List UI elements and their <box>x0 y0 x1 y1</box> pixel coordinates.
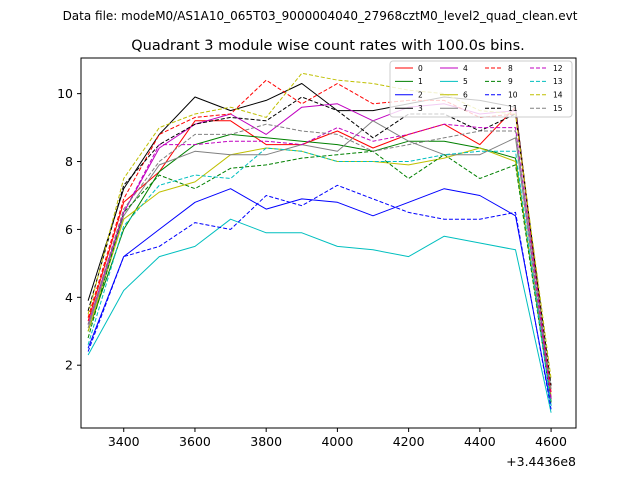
series-line-7 <box>87 120 552 403</box>
chart-title: Quadrant 3 module wise count rates with … <box>131 38 525 54</box>
legend-label-5: 5 <box>463 77 468 86</box>
legend-label-9: 9 <box>508 77 513 86</box>
legend-label-11: 11 <box>508 104 518 113</box>
legend-label-13: 13 <box>553 77 563 86</box>
x-tick-label: 3400 <box>108 434 140 449</box>
y-tick-label: 2 <box>65 358 73 373</box>
legend-box <box>389 60 573 118</box>
legend-label-2: 2 <box>418 91 423 100</box>
x-tick-label: 3600 <box>179 434 211 449</box>
series-line-2 <box>87 188 552 406</box>
plot-frame <box>80 57 577 429</box>
legend-label-4: 4 <box>463 64 468 73</box>
legend-label-14: 14 <box>553 91 563 100</box>
legend-label-15: 15 <box>553 104 563 113</box>
x-tick-label: 4000 <box>321 434 353 449</box>
y-tick-label: 8 <box>65 154 73 169</box>
series-line-11 <box>87 96 552 386</box>
x-tick-label: 4600 <box>535 434 567 449</box>
legend-label-7: 7 <box>463 104 468 113</box>
legend-label-6: 6 <box>463 91 468 100</box>
series-line-5 <box>87 218 552 413</box>
series-line-15 <box>87 123 552 390</box>
series-line-1 <box>87 133 552 403</box>
legend-label-10: 10 <box>508 91 518 100</box>
x-offset-label: +3.4436e8 <box>506 454 576 469</box>
series-line-0 <box>87 106 552 400</box>
x-tick-label: 4400 <box>464 434 496 449</box>
x-axis: 3400 3600 3800 4000 4200 4400 4600 <box>108 428 567 449</box>
series-layer <box>87 72 552 413</box>
x-tick-label: 4200 <box>393 434 425 449</box>
x-tick-label: 3800 <box>250 434 282 449</box>
legend-label-0: 0 <box>418 64 423 73</box>
series-line-8 <box>87 79 552 393</box>
series-line-10 <box>87 184 552 410</box>
y-tick-label: 10 <box>57 86 73 101</box>
series-line-13 <box>87 147 552 406</box>
legend-label-12: 12 <box>553 64 563 73</box>
series-line-12 <box>87 123 552 400</box>
y-axis: 2 4 6 8 10 <box>57 86 81 373</box>
legend-label-8: 8 <box>508 64 513 73</box>
legend-label-1: 1 <box>418 77 423 86</box>
chart-suptitle: Data file: modeM0/AS1A10_065T03_90000040… <box>63 9 578 23</box>
y-tick-label: 4 <box>65 290 73 305</box>
y-tick-label: 6 <box>65 222 73 237</box>
legend-label-3: 3 <box>418 104 423 113</box>
series-line-9 <box>87 150 552 403</box>
